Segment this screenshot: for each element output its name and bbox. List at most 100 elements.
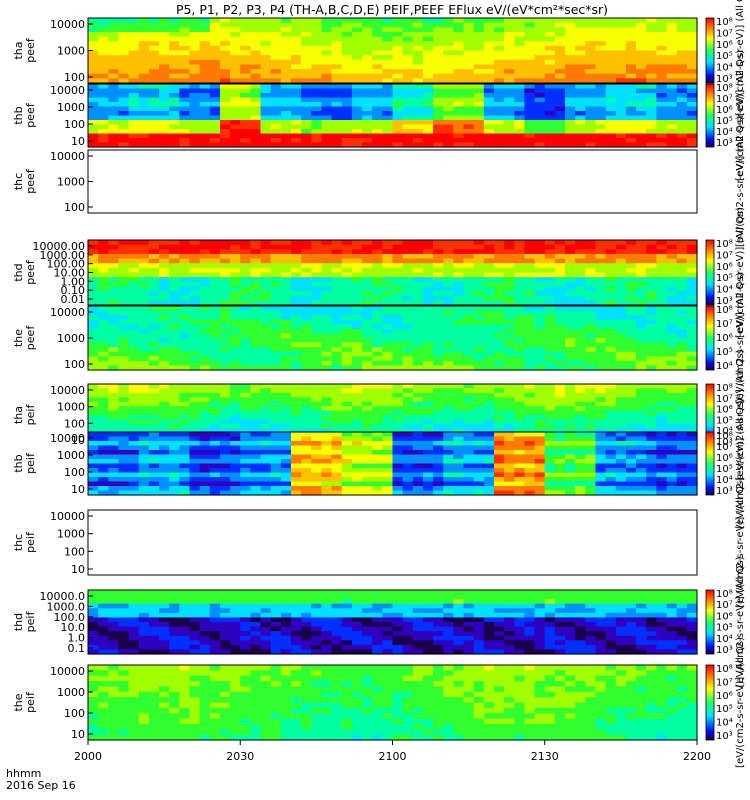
heatmap-cell: [118, 445, 130, 451]
heatmap-cell: [636, 428, 647, 434]
heatmap-cell: [595, 347, 607, 353]
heatmap-cell: [514, 356, 526, 362]
heatmap-cell: [98, 315, 109, 321]
heatmap-cell: [362, 106, 373, 112]
heatmap-cell: [554, 45, 566, 52]
heatmap-cell: [575, 142, 586, 148]
heatmap-cell: [199, 319, 211, 325]
heatmap-cell: [453, 36, 465, 42]
heatmap-cell: [565, 115, 576, 121]
heatmap-cell: [351, 328, 363, 335]
heatmap-cell: [494, 45, 505, 52]
heatmap-cell: [382, 133, 394, 139]
y-tick-label: 100: [64, 358, 85, 371]
heatmap-cell: [219, 468, 231, 474]
heatmap-cell: [362, 347, 373, 353]
heatmap-cell: [88, 281, 99, 288]
heatmap-cell: [372, 27, 383, 33]
heatmap-cell: [209, 410, 221, 416]
heatmap-cell: [554, 41, 566, 47]
heatmap-cell: [230, 41, 241, 47]
heatmap-cell: [433, 73, 444, 79]
heatmap-cell: [483, 477, 495, 483]
heatmap-cell: [473, 45, 485, 52]
heatmap-cell: [575, 97, 586, 103]
heatmap-cell: [554, 441, 566, 447]
heatmap-cell: [443, 300, 454, 306]
heatmap-cell: [534, 69, 546, 75]
heatmap-cell: [98, 69, 109, 75]
heatmap-cell: [250, 73, 262, 79]
colorbar-tick-label: 10⁵: [716, 273, 733, 284]
heatmap-cell: [321, 102, 333, 108]
heatmap-cell: [575, 428, 586, 434]
heatmap-cell: [179, 401, 191, 407]
heatmap-cell: [362, 272, 373, 278]
heatmap-cell: [128, 410, 140, 416]
heatmap-cell: [565, 406, 576, 412]
heatmap-cell: [524, 401, 536, 407]
heatmap-cell: [422, 84, 434, 90]
heatmap-cell: [179, 328, 191, 335]
heatmap-cell: [169, 93, 180, 99]
heatmap-cell: [128, 240, 140, 246]
heatmap-cell: [118, 93, 130, 99]
heatmap-cell: [504, 388, 515, 394]
heatmap-cell: [209, 240, 221, 246]
heatmap-cell: [625, 106, 637, 112]
heatmap-cell: [565, 365, 576, 371]
heatmap-cell: [118, 463, 130, 469]
heatmap-cell: [159, 388, 170, 394]
heatmap-cell: [575, 477, 586, 483]
heatmap-cell: [88, 419, 99, 425]
heatmap-cell: [341, 310, 353, 316]
heatmap-cell: [565, 410, 576, 416]
heatmap-cell: [565, 129, 576, 135]
heatmap-cell: [189, 78, 201, 84]
heatmap-cell: [524, 106, 536, 112]
heatmap-cell: [554, 138, 566, 144]
heatmap-cell: [159, 450, 170, 456]
heatmap-cell: [311, 415, 323, 421]
heatmap-cell: [575, 328, 586, 335]
heatmap-cell: [402, 328, 414, 335]
heatmap-cell: [625, 120, 637, 126]
heatmap-cell: [412, 291, 424, 297]
heatmap-cell: [483, 351, 495, 357]
heatmap-cell: [392, 388, 404, 394]
heatmap-cell: [575, 397, 586, 403]
heatmap-cell: [331, 272, 343, 278]
heatmap-cell: [321, 272, 333, 278]
heatmap-cell: [351, 388, 363, 394]
heatmap-cell: [433, 295, 444, 301]
heatmap-cell: [676, 124, 688, 130]
heatmap-cell: [453, 338, 465, 344]
heatmap-cell: [250, 45, 262, 52]
heatmap-cell: [260, 324, 272, 330]
heatmap-cell: [250, 69, 262, 75]
heatmap-cell: [179, 115, 191, 121]
heatmap-cell: [676, 120, 688, 126]
heatmap-cell: [544, 445, 556, 451]
heatmap-cell: [118, 306, 130, 312]
heatmap-cell: [646, 31, 657, 38]
heatmap-cell: [433, 291, 444, 297]
heatmap-cell: [148, 463, 160, 469]
heatmap-cell: [483, 310, 495, 316]
heatmap-cell: [250, 295, 262, 301]
heatmap-cell: [189, 295, 201, 301]
heatmap-cell: [240, 468, 251, 474]
heatmap-cell: [341, 64, 353, 70]
heatmap-cell: [494, 333, 505, 339]
heatmap-cell: [392, 415, 404, 421]
heatmap-cell: [148, 18, 160, 24]
heatmap-cell: [351, 281, 363, 288]
heatmap-cell: [88, 441, 99, 447]
heatmap-cell: [392, 106, 404, 112]
heatmap-cell: [656, 93, 668, 99]
heatmap-cell: [88, 410, 99, 416]
heatmap-cell: [524, 410, 536, 416]
heatmap-cell: [301, 244, 312, 250]
heatmap-cell: [514, 36, 526, 42]
heatmap-cell: [605, 333, 617, 339]
